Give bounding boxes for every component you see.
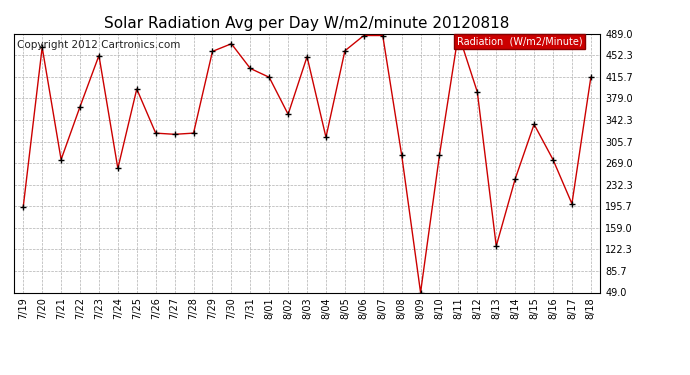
Title: Solar Radiation Avg per Day W/m2/minute 20120818: Solar Radiation Avg per Day W/m2/minute … [104,16,510,31]
Text: Radiation  (W/m2/Minute): Radiation (W/m2/Minute) [457,36,582,46]
Text: Copyright 2012 Cartronics.com: Copyright 2012 Cartronics.com [17,40,180,50]
